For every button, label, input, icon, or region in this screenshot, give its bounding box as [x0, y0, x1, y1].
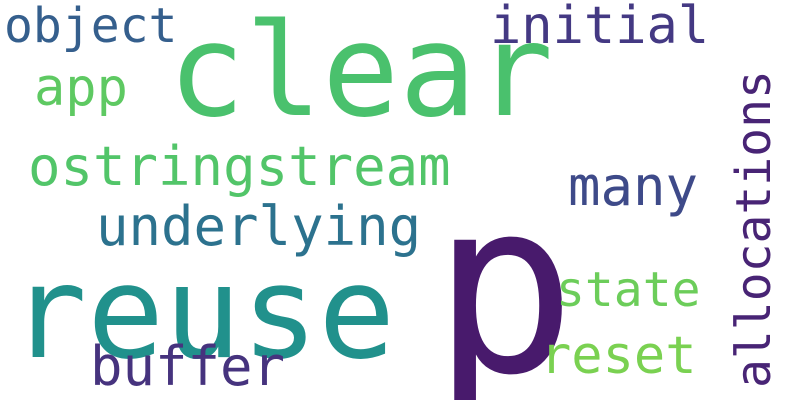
word-reuse: reuse — [10, 239, 396, 388]
word-underlying: underlying — [96, 195, 422, 258]
word-object: object — [4, 0, 178, 54]
word-ostringstream: ostringstream — [28, 135, 451, 198]
word-app: app — [34, 58, 128, 118]
word-buffer: buffer — [90, 335, 286, 398]
word-clear: clear — [168, 0, 554, 146]
word-p: p — [432, 148, 577, 400]
word-allocations: allocations — [726, 70, 782, 388]
word-state: state — [556, 262, 701, 318]
word-reset: reset — [540, 326, 697, 386]
word-initial: initial — [490, 0, 710, 56]
word-many: many — [568, 155, 699, 218]
